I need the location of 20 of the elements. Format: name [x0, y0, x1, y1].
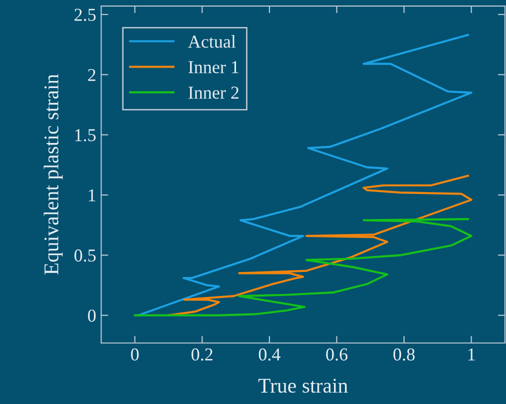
- legend-label: Inner 2: [188, 86, 239, 99]
- y-tick-label: 0.5: [74, 249, 96, 262]
- x-tick-label: 0.4: [258, 348, 280, 361]
- line-series: [137, 34, 472, 316]
- y-tick-label: 2.5: [74, 8, 96, 22]
- x-tick-label: 0.8: [393, 348, 415, 361]
- y-tick-label: 1.5: [75, 129, 96, 142]
- y-tick-label: 1: [88, 189, 96, 202]
- x-tick-label: 0.2: [192, 348, 212, 361]
- y-tick-label: 0: [88, 310, 96, 322]
- x-tick-label: 0: [131, 348, 139, 361]
- y-tick-label: 2: [88, 68, 96, 81]
- x-tick-label: 1: [468, 348, 475, 360]
- legend-label: Actual: [188, 35, 236, 48]
- y-axis-title: Equivalent plastic strain: [44, 74, 63, 275]
- line-series: [167, 174, 472, 316]
- legend-label: Inner 1: [188, 61, 238, 74]
- x-axis-title: True strain: [258, 378, 348, 393]
- line-series: [134, 218, 472, 316]
- x-tick-label: 0.6: [326, 348, 348, 361]
